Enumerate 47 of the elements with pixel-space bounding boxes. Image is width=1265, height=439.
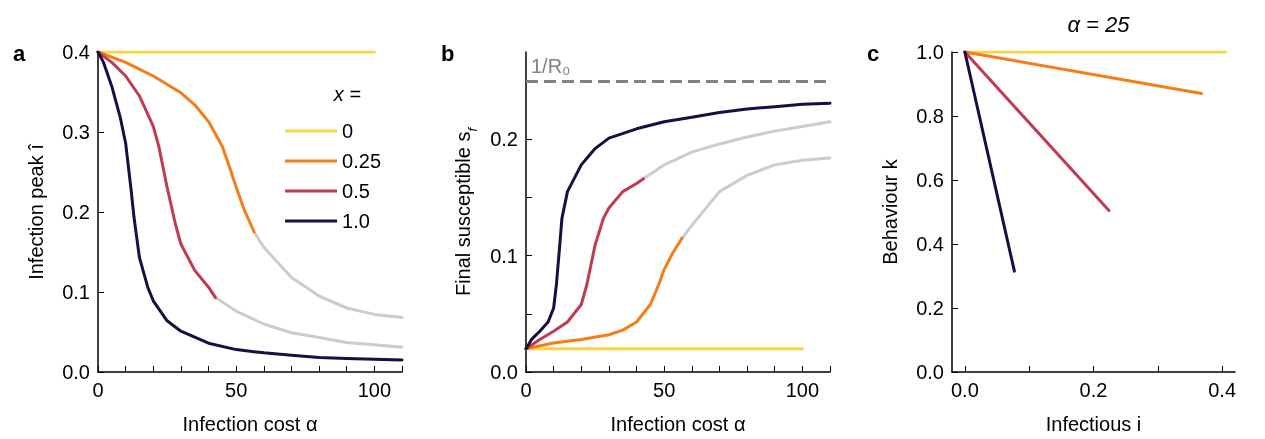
line-series (524, 177, 645, 351)
y-tick-label: 0.2 (62, 201, 90, 223)
y-tick-label: 0.4 (916, 233, 944, 255)
x-tick-label: 50 (225, 379, 248, 401)
line-series (252, 230, 404, 320)
y-tick-label: 0.1 (62, 281, 90, 303)
line-series (680, 156, 832, 240)
text: a (13, 40, 26, 66)
line-series (213, 296, 404, 349)
y-tick-label: 0.6 (916, 169, 944, 191)
ref-line-label: 1/R₀ (531, 55, 571, 78)
line-series (524, 101, 832, 351)
y-axis-title: Infection peak î (25, 142, 47, 280)
x-tick-label: 0 (520, 379, 532, 401)
y-tick-label: 0.1 (490, 244, 518, 267)
x-tick-label: 100 (357, 379, 392, 401)
legend-label: 0 (342, 120, 354, 142)
legend-label: 0.25 (342, 150, 382, 172)
line-series (641, 120, 832, 181)
x-axis-title: Infection cost α (182, 413, 318, 435)
y-tick-label: 0.2 (490, 128, 518, 151)
line-series (96, 50, 217, 300)
text: b (441, 40, 455, 66)
y-tick-label: 0.0 (916, 361, 944, 383)
text: c (867, 40, 880, 66)
y-tick-label: 0.3 (62, 121, 90, 143)
legend-label: 0.5 (342, 180, 370, 202)
y-axis-title: Final susceptible sf (452, 126, 481, 297)
x-axis-title: Infection cost α (610, 413, 746, 435)
x-tick-label: 0.2 (1079, 379, 1108, 401)
x-tick-label: 100 (785, 379, 820, 401)
x-tick-label: 0 (92, 379, 104, 401)
y-axis-title: Behaviour k (879, 158, 901, 265)
x-tick-label: 0.4 (1208, 379, 1237, 401)
x-tick-label: 0.0 (950, 379, 979, 401)
chart-title: α = 25 (1067, 11, 1131, 37)
y-tick-label: 0.4 (62, 41, 90, 63)
y-tick-label: 0.0 (62, 361, 90, 383)
legend-label: 1.0 (342, 210, 370, 232)
y-tick-label: 0.0 (490, 361, 518, 383)
y-tick-label: 0.8 (916, 105, 944, 127)
legend-title: x = (332, 83, 362, 105)
y-tick-label: 1.0 (916, 41, 944, 63)
x-tick-label: 50 (653, 379, 676, 401)
line-series (96, 50, 404, 362)
y-tick-label: 0.2 (916, 297, 944, 319)
x-axis-title: Infectious i (1045, 413, 1142, 435)
